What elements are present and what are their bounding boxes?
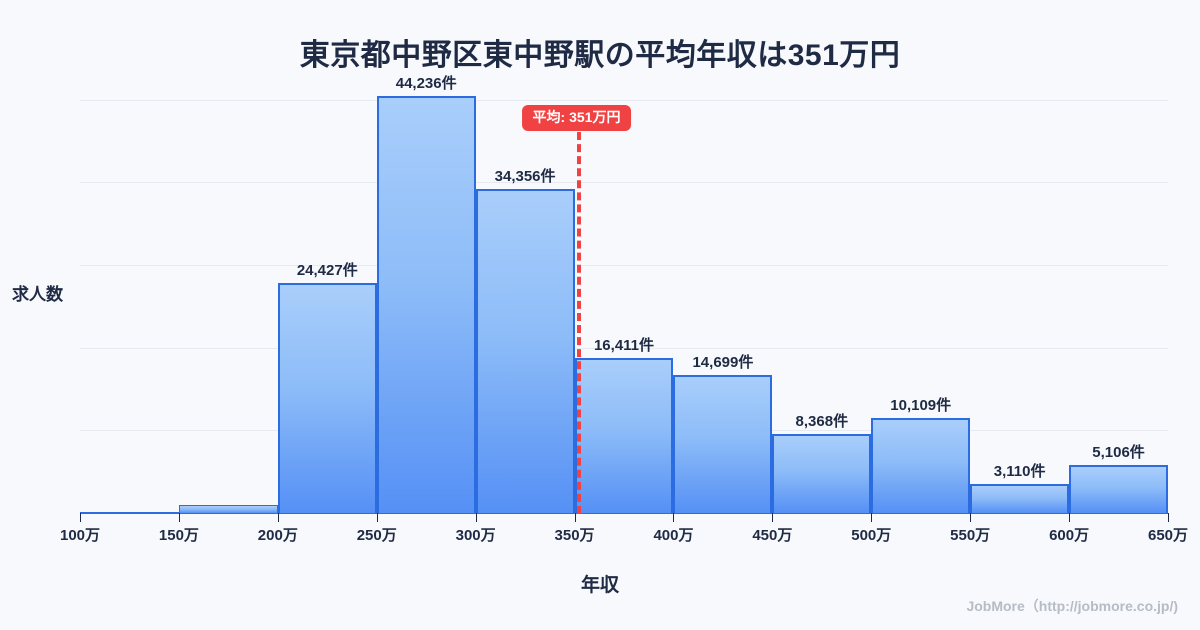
x-axis-tick xyxy=(80,513,81,522)
bar-value-label: 5,106件 xyxy=(1092,443,1145,461)
x-axis-tick xyxy=(673,513,675,522)
x-axis-tick-label: 450万 xyxy=(752,527,793,544)
gridline xyxy=(80,182,1168,183)
bar[interactable] xyxy=(673,374,773,513)
x-axis-tick xyxy=(574,513,576,522)
gridline xyxy=(80,100,1168,101)
bar-value-label: 14,699件 xyxy=(692,353,754,371)
bar[interactable] xyxy=(772,434,872,513)
x-axis-tick-label: 200万 xyxy=(257,527,298,544)
x-axis-tick-label: 250万 xyxy=(356,527,397,544)
x-axis-tick xyxy=(1168,513,1169,522)
x-axis-tick xyxy=(970,513,972,522)
bar[interactable] xyxy=(1069,464,1168,513)
x-axis-tick xyxy=(376,513,378,522)
x-axis-tick-label: 100万 xyxy=(59,527,101,544)
bar-value-label: 3,110件 xyxy=(993,462,1046,480)
x-axis-tick-label: 550万 xyxy=(950,527,991,544)
gridline xyxy=(80,265,1168,266)
bar-value-label: 8,368件 xyxy=(795,413,849,431)
bar[interactable] xyxy=(178,504,278,513)
bar-value-label: 16,411件 xyxy=(593,337,655,355)
x-axis-tick-label: 650万 xyxy=(1147,527,1189,544)
x-axis-tick xyxy=(475,513,477,522)
bar[interactable] xyxy=(970,483,1070,513)
footer-credit: JobMore（http://jobmore.co.jp/) xyxy=(966,598,1178,614)
bar-value-label: 34,356件 xyxy=(494,168,556,186)
average-line xyxy=(576,132,581,514)
x-axis-tick xyxy=(178,513,180,522)
bar[interactable] xyxy=(80,511,179,513)
x-axis-tick xyxy=(277,513,279,522)
x-axis-tick xyxy=(871,513,873,522)
x-axis-tick-label: 400万 xyxy=(653,527,694,544)
bar[interactable] xyxy=(475,189,575,513)
x-axis-tick-label: 300万 xyxy=(455,527,496,544)
bar[interactable] xyxy=(376,96,476,513)
average-badge: 平均: 351万円 xyxy=(521,105,632,132)
x-axis-tick-label: 600万 xyxy=(1049,527,1090,544)
bar[interactable] xyxy=(871,417,971,513)
x-axis-tick-label: 150万 xyxy=(158,527,199,544)
bar-value-label: 44,236件 xyxy=(395,75,457,93)
gridline xyxy=(80,348,1168,349)
x-axis-tick-label: 350万 xyxy=(554,527,595,544)
bar[interactable] xyxy=(574,358,674,513)
x-axis-tick-label: 500万 xyxy=(851,527,892,544)
chart-title: 東京都中野区東中野駅の平均年収は351万円 xyxy=(299,39,901,72)
y-axis-title: 求人数 xyxy=(12,285,63,304)
x-axis-tick xyxy=(1069,513,1071,522)
x-axis-line xyxy=(80,513,1168,514)
x-axis-title: 年収 xyxy=(580,575,619,596)
bar[interactable] xyxy=(277,282,377,513)
x-axis-tick xyxy=(772,513,774,522)
bar-value-label: 24,427件 xyxy=(296,261,358,279)
bar-value-label: 10,109件 xyxy=(890,396,952,414)
